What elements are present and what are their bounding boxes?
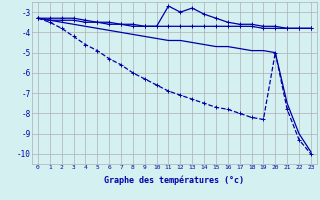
X-axis label: Graphe des températures (°c): Graphe des températures (°c): [104, 176, 244, 185]
